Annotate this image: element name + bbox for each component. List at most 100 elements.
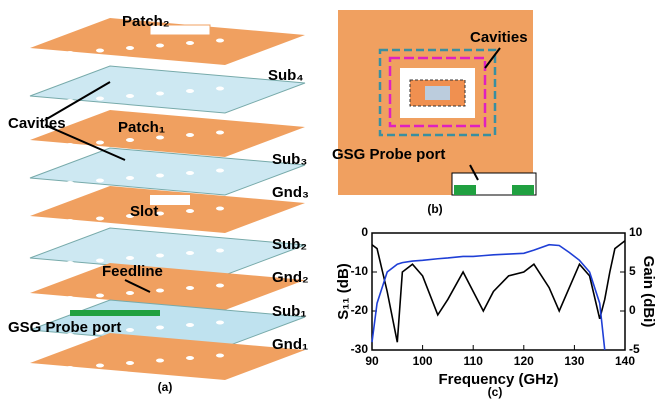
label: Cavities: [8, 115, 66, 132]
via: [66, 261, 74, 265]
via: [96, 364, 104, 368]
label: Cavities: [470, 29, 528, 46]
label: Gnd₃: [272, 184, 309, 201]
label: Patch₂: [122, 13, 170, 30]
caption: (c): [488, 385, 503, 399]
label: Sub₁: [272, 303, 307, 320]
via: [66, 51, 74, 55]
patch-center: [425, 86, 450, 100]
layer: [30, 148, 305, 195]
x-tick-label: 100: [413, 354, 433, 368]
label: GSG Probe port: [8, 319, 121, 336]
top-view: Cavities GSG Probe port (b): [332, 10, 536, 216]
layer-stack: Patch₂ Sub₄ Cavities Patch₁ Sub₃ Gnd₃ Slot Sub₂…: [8, 13, 309, 394]
via: [156, 326, 164, 330]
via: [126, 138, 134, 142]
figure: Patch₂ Sub₄ Cavities Patch₁ Sub₃ Gnd₃ Slot Sub₂…: [0, 0, 656, 399]
via: [216, 207, 224, 211]
label: Gnd₁: [272, 336, 308, 353]
via: [96, 259, 104, 263]
label: Sub₄: [268, 67, 303, 84]
layer: [30, 66, 305, 113]
via: [66, 181, 74, 185]
via: [216, 131, 224, 135]
via: [66, 296, 74, 300]
via: [156, 174, 164, 178]
via: [156, 44, 164, 48]
via: [96, 294, 104, 298]
label: Sub₃: [272, 151, 307, 168]
via: [156, 136, 164, 140]
layer: [30, 110, 305, 157]
y-tick-label: -10: [351, 264, 369, 278]
gsg-pad: [70, 310, 160, 316]
via: [126, 46, 134, 50]
x-tick-label: 90: [365, 354, 379, 368]
caption: (a): [158, 380, 173, 394]
layer: [30, 333, 305, 380]
via: [156, 254, 164, 258]
via: [216, 284, 224, 288]
via: [96, 49, 104, 53]
x-tick-label: 110: [464, 354, 484, 368]
via: [216, 249, 224, 253]
via: [186, 41, 194, 45]
label: Slot: [130, 203, 158, 220]
via: [216, 87, 224, 91]
x-tick-label: 140: [615, 354, 635, 368]
y2-tick-label: -5: [629, 342, 640, 356]
plot-frame: [372, 233, 625, 350]
label: Sub₂: [272, 236, 307, 253]
label: Feedline: [102, 263, 163, 280]
via: [96, 141, 104, 145]
via: [66, 99, 74, 103]
via: [156, 289, 164, 293]
via: [186, 171, 194, 175]
y-axis-title: S₁₁ (dB): [335, 263, 352, 320]
caption: (b): [427, 202, 442, 216]
y-tick-label: -20: [351, 303, 369, 317]
via: [216, 321, 224, 325]
via: [66, 219, 74, 223]
y-tick-label: -30: [351, 342, 369, 356]
series-line: [372, 241, 625, 342]
y2-axis-title: Gain (dBi): [640, 256, 656, 328]
via: [186, 251, 194, 255]
via: [126, 256, 134, 260]
x-tick-label: 120: [514, 354, 534, 368]
via: [126, 291, 134, 295]
via: [126, 328, 134, 332]
y2-tick-label: 5: [629, 264, 636, 278]
via: [186, 209, 194, 213]
via: [96, 179, 104, 183]
y2-tick-label: 10: [629, 225, 643, 239]
label: Gnd₂: [272, 269, 309, 286]
label: GSG Probe port: [332, 146, 445, 163]
via: [66, 143, 74, 147]
via: [96, 97, 104, 101]
via: [156, 359, 164, 363]
via: [186, 89, 194, 93]
via: [96, 217, 104, 221]
gsg-pad: [512, 185, 534, 195]
via: [216, 354, 224, 358]
layer: [30, 228, 305, 275]
y-tick-label: 0: [361, 225, 368, 239]
x-tick-label: 130: [564, 354, 584, 368]
via: [186, 133, 194, 137]
via: [216, 39, 224, 43]
via: [126, 94, 134, 98]
label: Patch₁: [118, 119, 165, 136]
via: [186, 286, 194, 290]
via: [186, 323, 194, 327]
via: [156, 92, 164, 96]
via: [216, 169, 224, 173]
via: [126, 176, 134, 180]
series-line: [372, 245, 605, 350]
layer: [30, 186, 305, 233]
gsg-pad: [454, 185, 476, 195]
y2-tick-label: 0: [629, 303, 636, 317]
layer: [30, 263, 305, 310]
via: [186, 356, 194, 360]
